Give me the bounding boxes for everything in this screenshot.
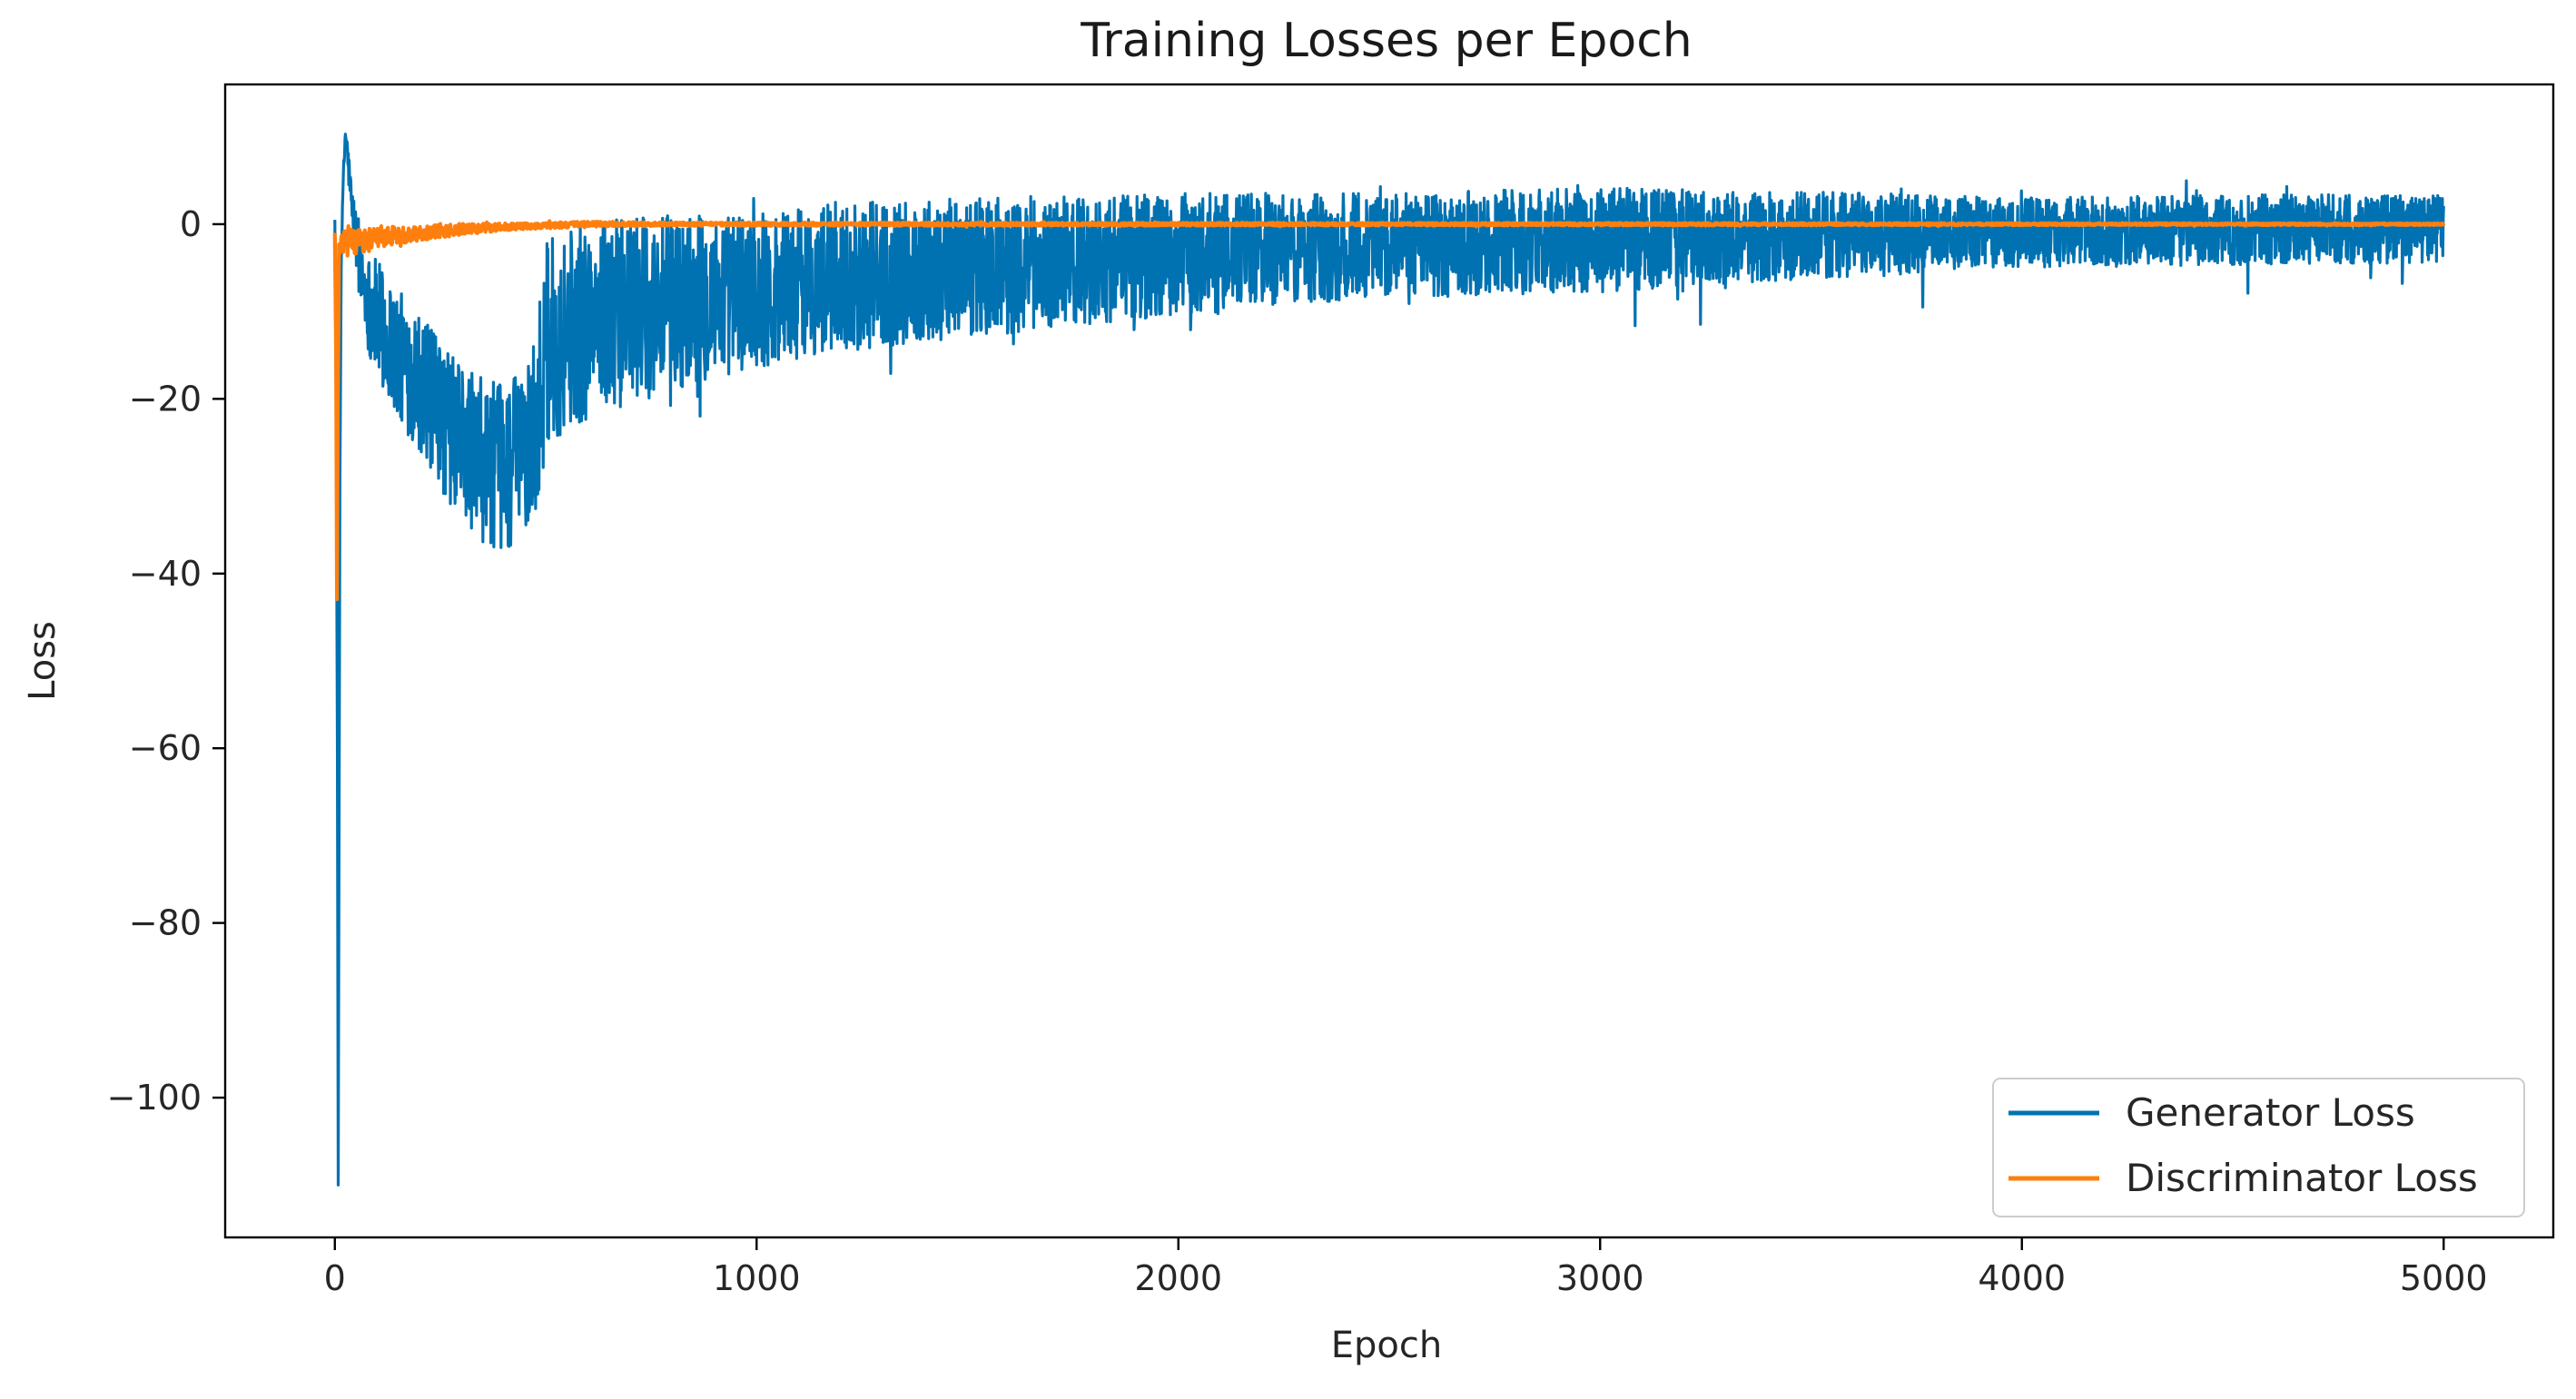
y-tick-label: 0	[180, 204, 202, 244]
y-axis-title: Loss	[22, 621, 64, 701]
x-tick-label: 4000	[1978, 1258, 2066, 1298]
x-axis: 0 1000 2000 3000 4000 5000	[324, 1237, 2488, 1298]
legend-label-discriminator: Discriminator Loss	[2126, 1156, 2478, 1200]
series-line-generator-loss	[333, 133, 2445, 1187]
y-tick-label: −40	[129, 554, 202, 594]
y-tick-label: −80	[129, 903, 202, 943]
x-axis-title: Epoch	[1331, 1325, 1442, 1366]
y-tick-label: −100	[107, 1078, 202, 1118]
plot-area	[223, 83, 2555, 1239]
y-tick-label: −20	[129, 379, 202, 419]
series-line-discriminator-loss	[332, 219, 2446, 602]
x-tick-label: 1000	[713, 1258, 801, 1298]
plot-frame	[223, 83, 2555, 1239]
y-axis: 0 −20 −40 −60 −80 −100	[107, 204, 225, 1118]
legend-label-generator: Generator Loss	[2126, 1090, 2415, 1135]
series-layer	[332, 133, 2446, 1187]
x-tick-label: 0	[324, 1258, 346, 1298]
x-tick-label: 3000	[1556, 1258, 1644, 1298]
y-tick-label: −60	[129, 728, 202, 768]
x-tick-label: 5000	[2400, 1258, 2488, 1298]
legend: Generator Loss Discriminator Loss	[1992, 1078, 2525, 1217]
chart-title: Training Losses per Epoch	[1080, 14, 1693, 68]
x-tick-label: 2000	[1134, 1258, 1222, 1298]
legend-frame	[1992, 1078, 2525, 1217]
